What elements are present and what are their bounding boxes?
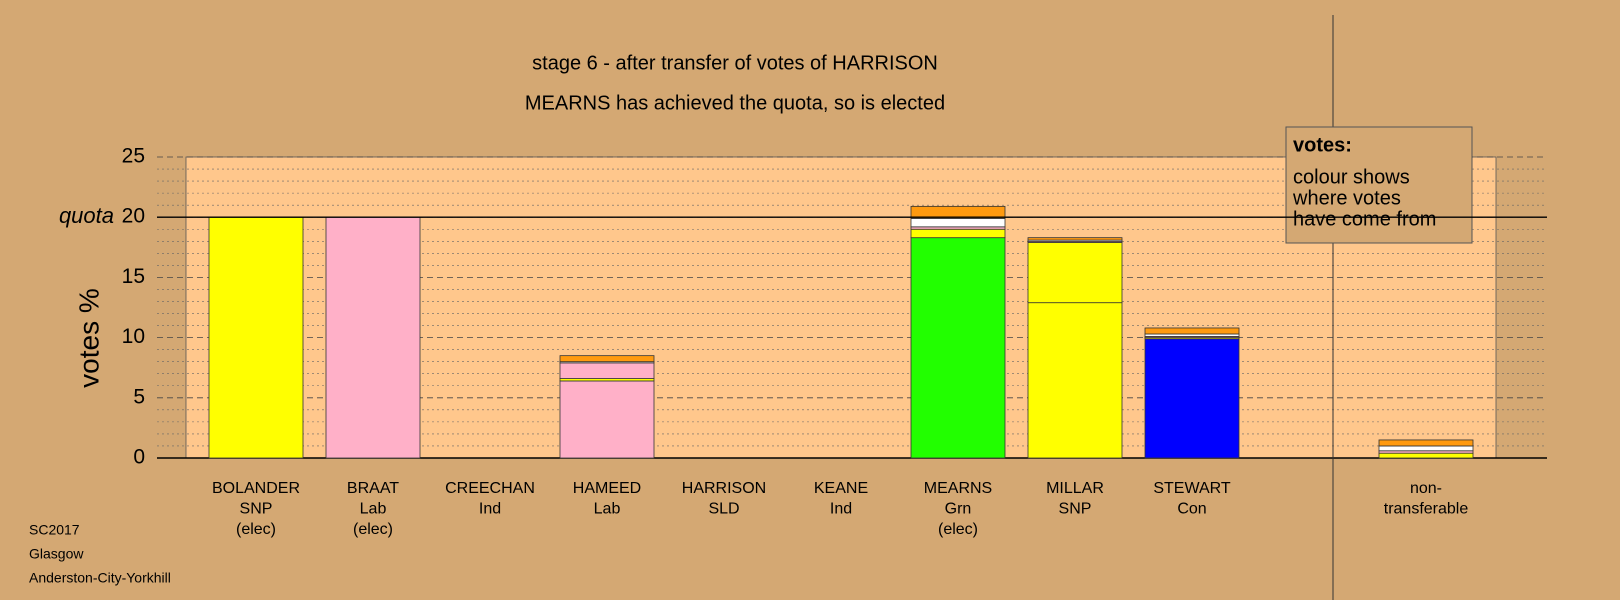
bars (208, 205, 1474, 459)
bar-segment (910, 205, 1006, 219)
bar-segment (325, 216, 421, 459)
x-tick-label: Lab (594, 501, 621, 518)
bar-segment (1378, 445, 1474, 452)
bar-segment (1144, 338, 1240, 459)
footer-text: Anderston-City-Yorkhill (29, 570, 171, 586)
x-tick-label: Ind (479, 501, 501, 518)
y-tick-label: 15 (122, 265, 145, 288)
y-tick-label: 0 (133, 446, 145, 469)
note-title: votes: (1293, 134, 1352, 156)
x-tick-label: (elec) (353, 521, 393, 538)
x-tick-label: SNP (240, 501, 273, 518)
x-tick-label: SNP (1059, 501, 1092, 518)
x-tick-label: Ind (830, 501, 852, 518)
x-tick-label: HAMEED (573, 480, 641, 497)
chart-subtitle: MEARNS has achieved the quota, so is ele… (525, 92, 945, 114)
y-tick-label: 25 (122, 145, 145, 168)
note-background (1285, 126, 1473, 244)
bar-segment (910, 228, 1006, 239)
bar-segment (1144, 327, 1240, 335)
note-line: where votes (1292, 187, 1401, 209)
x-tick-label: BRAAT (347, 480, 399, 497)
bar-segment (1027, 302, 1123, 459)
y-tick-label: 5 (133, 385, 145, 408)
chart-title: stage 6 - after transfer of votes of HAR… (532, 52, 938, 74)
x-tick-label: HARRISON (682, 480, 766, 497)
bar-segment (1378, 439, 1474, 447)
footer-text: Glasgow (29, 546, 84, 562)
bar-segment (910, 218, 1006, 228)
note-line: colour shows (1293, 166, 1410, 188)
x-tick-label: (elec) (938, 521, 978, 538)
x-tick-label: non- (1410, 480, 1442, 497)
x-tick-label: MILLAR (1046, 480, 1104, 497)
x-tick-label: SLD (708, 501, 739, 518)
bar-segment (1378, 452, 1474, 459)
x-tick-label: transferable (1384, 501, 1469, 518)
bar-segment (208, 216, 304, 459)
bar-segment (559, 380, 655, 459)
x-tick-label: (elec) (236, 521, 276, 538)
x-tick-label: Con (1177, 501, 1206, 518)
bar-segment (559, 362, 655, 379)
note-box: votes: colour shows where votes have com… (1285, 126, 1473, 244)
quota-label: quota (59, 203, 114, 228)
bar-segment (910, 237, 1006, 459)
bar-segment (1027, 242, 1123, 304)
x-tick-label: Lab (360, 501, 387, 518)
y-tick-label: 20 (122, 205, 145, 228)
bar-segment (559, 355, 655, 363)
y-axis-label: votes % (73, 288, 104, 388)
footer-text: SC2017 (29, 522, 80, 538)
bar-segment (1027, 237, 1123, 241)
x-tick-label: MEARNS (924, 480, 992, 497)
x-tick-label: CREECHAN (445, 480, 535, 497)
x-tick-label: KEANE (814, 480, 868, 497)
y-tick-label: 10 (122, 325, 145, 348)
x-tick-label: Grn (945, 501, 972, 518)
x-tick-label: BOLANDER (212, 480, 300, 497)
x-tick-label: STEWART (1153, 480, 1231, 497)
note-line: have come from (1293, 208, 1436, 230)
